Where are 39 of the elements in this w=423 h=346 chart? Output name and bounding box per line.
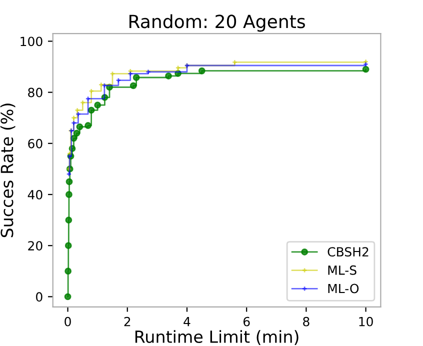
point: [68, 145, 76, 152]
point: [106, 84, 113, 91]
x-tick-label: 6: [243, 316, 250, 326]
y-tick-label: 60: [28, 138, 42, 148]
x-axis-title: Runtime Limit (min): [135, 330, 298, 345]
point: [130, 82, 137, 90]
y-tick-label: 0: [36, 292, 42, 302]
point: [132, 74, 140, 81]
legend-label: ML-O: [328, 284, 359, 294]
point: [73, 130, 80, 137]
legend-label: CBSH2: [328, 247, 368, 257]
point: [94, 102, 102, 109]
point: [88, 106, 95, 114]
point: [165, 72, 172, 80]
point: [76, 123, 84, 130]
x-tick-label: 10: [359, 316, 373, 326]
point: [362, 66, 370, 73]
x-tick-label: 0: [64, 316, 71, 326]
point: [198, 67, 206, 74]
y-tick-label: 20: [28, 241, 42, 251]
x-tick-label: 4: [184, 317, 190, 326]
point: [70, 134, 78, 142]
point: [66, 178, 73, 186]
point: [64, 293, 72, 300]
y-tick-label: 40: [28, 190, 42, 200]
y-tick-label: 100: [20, 36, 42, 46]
legend-label: ML-S: [328, 265, 356, 275]
x-tick-label: 2: [124, 316, 130, 326]
y-tick-label: 80: [28, 88, 42, 98]
y-axis-title: Succes Rate (%): [0, 104, 16, 238]
chart-title: Random: 20 Agents: [129, 14, 305, 32]
point: [64, 242, 72, 250]
point: [84, 122, 92, 129]
point: [64, 268, 72, 275]
x-tick-label: 8: [303, 316, 310, 326]
point: [174, 70, 182, 77]
point: [65, 216, 72, 224]
point: [65, 191, 72, 198]
point: [101, 94, 108, 101]
